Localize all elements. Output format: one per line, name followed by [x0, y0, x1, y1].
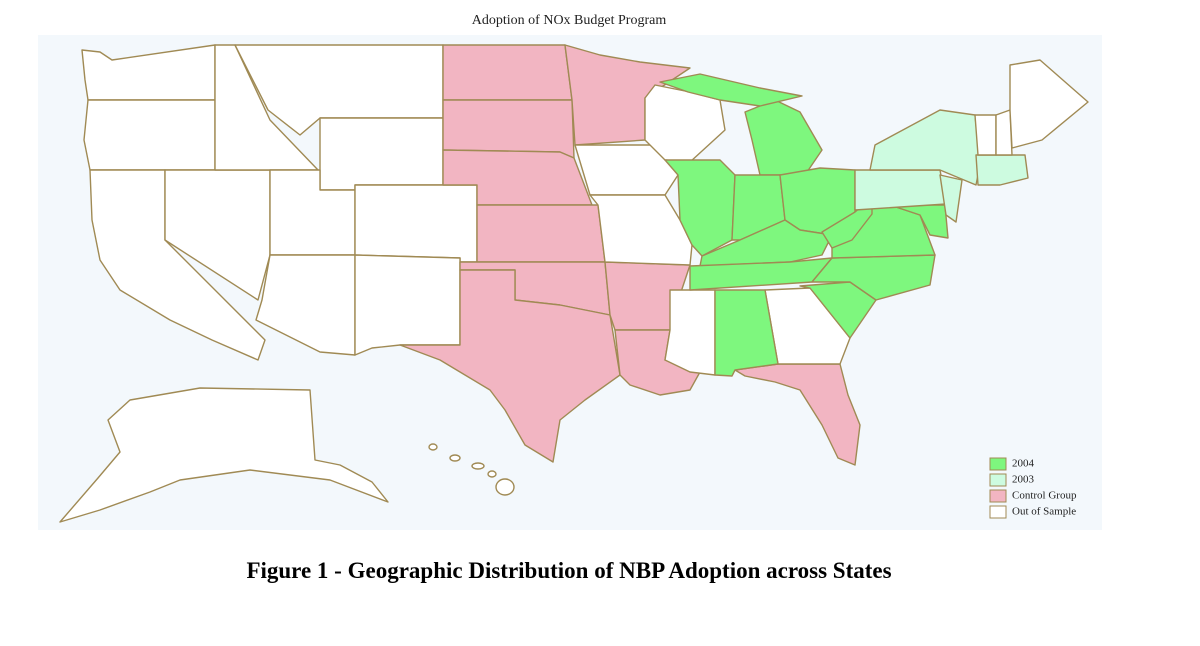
- state: [939, 174, 963, 223]
- state: [644, 84, 726, 163]
- legend-swatch: [989, 457, 1007, 471]
- legend: 2004 2003 Control Group Out of Sample: [989, 457, 1077, 519]
- legend-label: 2003: [1012, 474, 1035, 486]
- legend-label: Out of Sample: [1012, 506, 1076, 518]
- state: [428, 443, 515, 496]
- state: [399, 269, 621, 463]
- legend-swatch: [989, 473, 1007, 487]
- state: [974, 114, 997, 156]
- legend-swatch: [989, 505, 1007, 519]
- state: [476, 204, 606, 263]
- state: [995, 109, 1013, 156]
- legend-label: Control Group: [1012, 490, 1077, 502]
- state: [975, 154, 1029, 186]
- legend-label: 2004: [1012, 458, 1035, 470]
- state: [664, 289, 716, 376]
- state: [589, 194, 693, 266]
- state: [442, 99, 575, 159]
- state: [59, 387, 389, 523]
- state: [83, 99, 216, 171]
- state: [354, 254, 461, 356]
- state: [714, 289, 779, 377]
- state: [854, 169, 947, 211]
- figure-caption: Figure 1 - Geographic Distribution of NB…: [246, 558, 891, 583]
- states: [59, 44, 1089, 523]
- state: [1009, 59, 1089, 149]
- state: [354, 184, 478, 263]
- state: [821, 197, 873, 249]
- state: [319, 117, 444, 191]
- map-title: Adoption of NOx Budget Program: [472, 13, 667, 28]
- state: [442, 44, 573, 101]
- legend-swatch: [989, 489, 1007, 503]
- state: [659, 73, 803, 107]
